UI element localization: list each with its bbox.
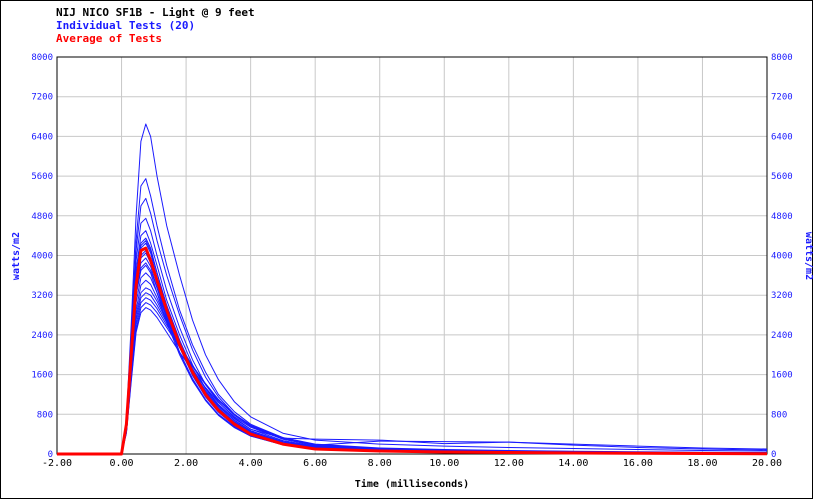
series-test-line xyxy=(57,237,768,455)
series-test-line xyxy=(57,197,768,455)
series-average-line xyxy=(57,246,768,456)
y-tick-label-left: 4800 xyxy=(31,212,53,222)
y-tick-label-right: 0 xyxy=(771,450,776,460)
y-tick-label-right: 6400 xyxy=(771,132,793,142)
y-tick-label-left: 3200 xyxy=(31,291,53,301)
y-tick-label-right: 8000 xyxy=(771,53,793,63)
x-tick-label: 2.00 xyxy=(174,458,198,469)
x-tick-label: 16.00 xyxy=(623,458,653,469)
y-tick-label-left: 2400 xyxy=(31,331,53,341)
y-axis-label-right: watts/m2 xyxy=(803,232,813,280)
y-tick-label-right: 3200 xyxy=(771,291,793,301)
y-tick-label-right: 1600 xyxy=(771,371,793,381)
y-axis-left: 0 800 1600 2400 3200 4000 4800 5600 6400 7200 8000 xyxy=(31,53,53,460)
y-axis-right: 0 800 1600 2400 3200 4000 4800 5600 6400 7200 8000 xyxy=(771,53,793,460)
y-axis-label-left: watts/m2 xyxy=(11,232,22,280)
x-tick-label: 8.00 xyxy=(368,458,392,469)
y-tick-label-right: 800 xyxy=(771,410,787,420)
y-tick-label-left: 5600 xyxy=(31,172,53,182)
x-tick-label: 10.00 xyxy=(429,458,459,469)
y-tick-label-left: 800 xyxy=(37,410,53,420)
grid-lines xyxy=(56,56,768,455)
series-group xyxy=(57,123,768,456)
legend-individual-tests: Individual Tests (20) xyxy=(56,19,195,32)
x-axis: -2.00 0.00 2.00 4.00 6.00 8.00 10.00 12.00 14.00… xyxy=(42,458,782,469)
x-tick-label: 4.00 xyxy=(239,458,263,469)
y-tick-label-right: 4800 xyxy=(771,212,793,222)
y-tick-label-left: 4000 xyxy=(31,252,53,262)
x-tick-label: 0.00 xyxy=(109,458,133,469)
series-test-line xyxy=(57,292,768,455)
y-tick-label-left: 6400 xyxy=(31,132,53,142)
y-tick-label-left: 8000 xyxy=(31,53,53,63)
legend-average-of-tests: Average of Tests xyxy=(56,32,162,45)
series-test-line xyxy=(57,307,768,455)
series-test-line xyxy=(57,242,768,455)
y-tick-label-right: 2400 xyxy=(771,331,793,341)
series-test-line xyxy=(57,123,768,455)
x-tick-label: 6.00 xyxy=(303,458,327,469)
series-test-line xyxy=(57,250,768,455)
x-tick-label: 18.00 xyxy=(687,458,717,469)
x-tick-label: 14.00 xyxy=(558,458,588,469)
series-test-line xyxy=(57,252,768,455)
x-tick-label: 12.00 xyxy=(494,458,524,469)
y-tick-label-right: 4000 xyxy=(771,252,793,262)
series-test-line xyxy=(57,297,768,455)
series-test-line xyxy=(57,302,768,455)
chart-title: NIJ NICO SF1B - Light @ 9 feet xyxy=(56,6,255,19)
y-tick-label-left: 1600 xyxy=(31,371,53,381)
y-tick-label-right: 7200 xyxy=(771,93,793,103)
plot-area xyxy=(56,56,768,455)
y-tick-label-left: 0 xyxy=(48,450,53,460)
x-tick-label: -2.00 xyxy=(42,458,72,469)
x-axis-label: Time (milliseconds) xyxy=(355,478,469,490)
series-test-line xyxy=(57,240,768,455)
y-tick-label-right: 5600 xyxy=(771,172,793,182)
y-tick-label-left: 7200 xyxy=(31,93,53,103)
x-tick-label: 20.00 xyxy=(752,458,782,469)
series-test-line xyxy=(57,262,768,455)
